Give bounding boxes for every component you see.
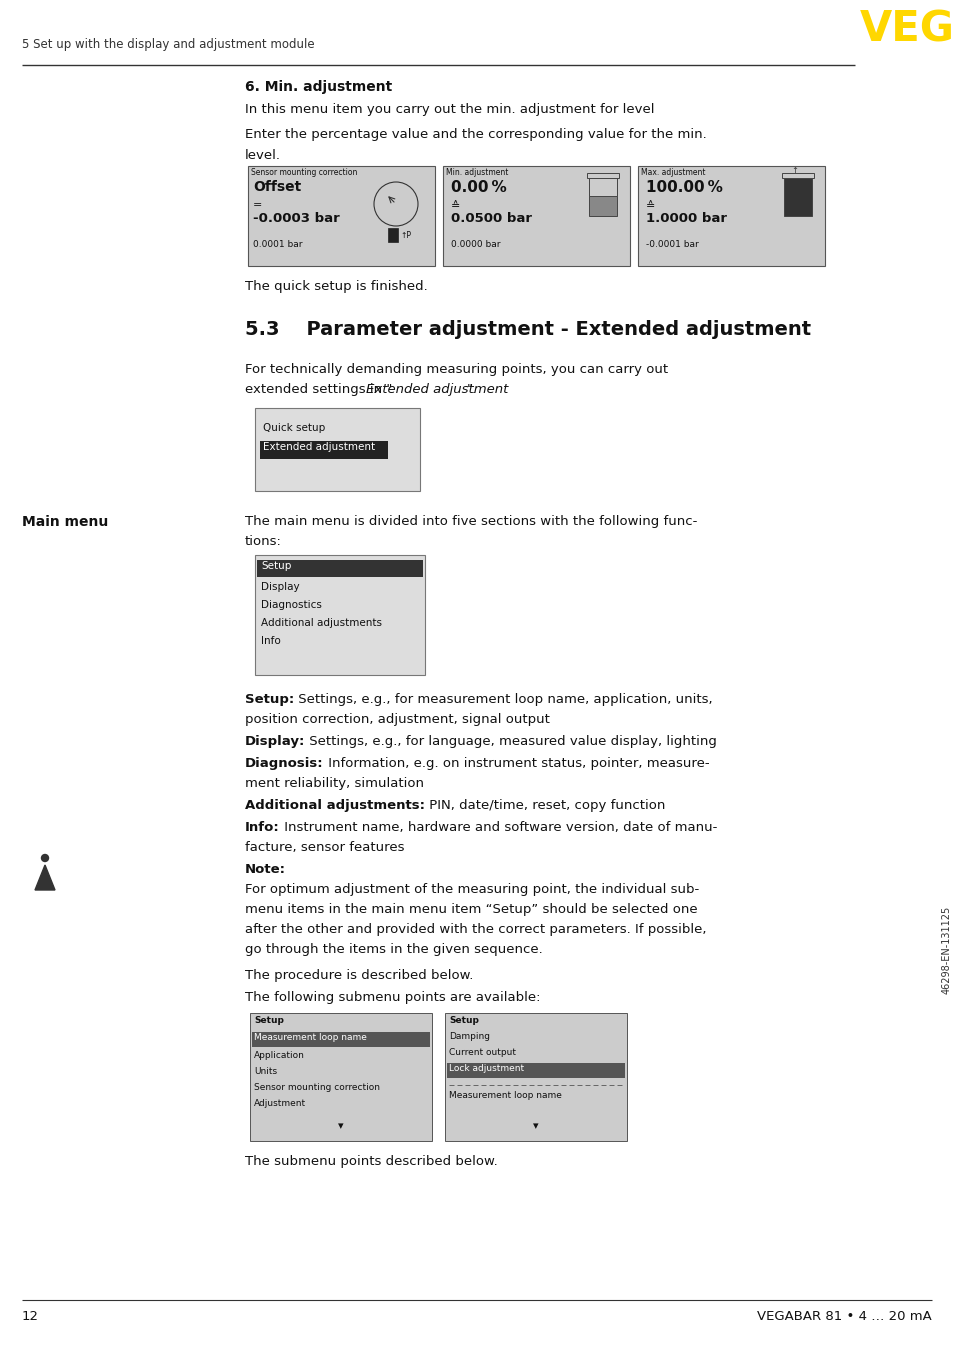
Text: Units: Units [253, 1067, 276, 1076]
Text: The following submenu points are available:: The following submenu points are availab… [245, 991, 540, 1005]
Text: Offset: Offset [253, 180, 301, 194]
Text: ≙: ≙ [645, 200, 655, 211]
Bar [252, 1032, 430, 1047]
Text: Note:: Note: [245, 862, 286, 876]
Text: Max. adjustment: Max. adjustment [640, 168, 705, 177]
Text: Diagnosis:: Diagnosis: [245, 757, 323, 770]
Text: Min. adjustment: Min. adjustment [446, 168, 508, 177]
Text: The submenu points described below.: The submenu points described below. [245, 1155, 497, 1169]
Text: Information, e.g. on instrument status, pointer, measure-: Information, e.g. on instrument status, … [323, 757, 708, 770]
Bar [588, 177, 617, 217]
Text: Additional adjustments:: Additional adjustments: [245, 799, 424, 812]
Text: 5 Set up with the display and adjustment module: 5 Set up with the display and adjustment… [22, 38, 314, 51]
Text: VEGABAR 81 • 4 … 20 mA: VEGABAR 81 • 4 … 20 mA [757, 1311, 931, 1323]
Text: The procedure is described below.: The procedure is described below. [245, 969, 473, 982]
Text: In this menu item you carry out the min. adjustment for level: In this menu item you carry out the min.… [245, 103, 654, 116]
Text: For optimum adjustment of the measuring point, the individual sub-: For optimum adjustment of the measuring … [245, 883, 699, 896]
Bar [260, 441, 388, 459]
Text: Adjustment: Adjustment [253, 1099, 306, 1108]
Text: 46298-EN-131125: 46298-EN-131125 [941, 906, 951, 994]
Bar [250, 1013, 432, 1141]
Text: Setup: Setup [449, 1016, 478, 1025]
Text: Additional adjustments: Additional adjustments [261, 617, 381, 628]
Text: 6. Min. adjustment: 6. Min. adjustment [245, 80, 392, 93]
Text: after the other and provided with the correct parameters. If possible,: after the other and provided with the co… [245, 923, 706, 936]
Text: position correction, adjustment, signal output: position correction, adjustment, signal … [245, 714, 549, 726]
Text: Damping: Damping [449, 1032, 490, 1041]
Text: 0.0000 bar: 0.0000 bar [451, 240, 500, 249]
Bar [783, 177, 811, 217]
Text: -0.0001 bar: -0.0001 bar [645, 240, 698, 249]
Text: Enter the percentage value and the corresponding value for the min.: Enter the percentage value and the corre… [245, 129, 706, 141]
Text: Application: Application [253, 1051, 305, 1060]
Text: Extended adjustment: Extended adjustment [263, 441, 375, 452]
Bar [586, 173, 618, 177]
Bar [447, 1063, 624, 1078]
Text: -0.0003 bar: -0.0003 bar [253, 213, 339, 225]
Circle shape [42, 854, 49, 861]
Text: 100.00 %: 100.00 % [645, 180, 722, 195]
Text: 0.0001 bar: 0.0001 bar [253, 240, 302, 249]
Bar [781, 173, 813, 177]
Text: ↑: ↑ [790, 167, 797, 175]
Text: Quick setup: Quick setup [263, 422, 325, 433]
Text: 1.0000 bar: 1.0000 bar [645, 213, 726, 225]
Text: Info:: Info: [245, 821, 279, 834]
Text: menu items in the main menu item “Setup” should be selected one: menu items in the main menu item “Setup”… [245, 903, 697, 917]
Bar [256, 561, 422, 577]
Text: ≙: ≙ [451, 200, 460, 211]
Text: Settings, e.g., for measurement loop name, application, units,: Settings, e.g., for measurement loop nam… [294, 693, 712, 705]
Text: ment reliability, simulation: ment reliability, simulation [245, 777, 423, 789]
Text: PIN, date/time, reset, copy function: PIN, date/time, reset, copy function [424, 799, 664, 812]
Text: Display:: Display: [245, 735, 305, 747]
Text: Measurement loop name: Measurement loop name [253, 1033, 367, 1043]
Text: For technically demanding measuring points, you can carry out: For technically demanding measuring poin… [245, 363, 667, 376]
Text: Sensor mounting correction: Sensor mounting correction [253, 1083, 379, 1091]
Text: Lock adjustment: Lock adjustment [449, 1064, 523, 1072]
Text: Setup: Setup [253, 1016, 284, 1025]
Text: Diagnostics: Diagnostics [261, 600, 321, 611]
Text: level.: level. [245, 149, 281, 162]
Text: Measurement loop name: Measurement loop name [449, 1091, 561, 1099]
Text: Display: Display [261, 582, 299, 592]
Text: Setup:: Setup: [245, 693, 294, 705]
Text: Main menu: Main menu [22, 515, 108, 529]
Bar [248, 167, 435, 265]
Polygon shape [35, 865, 55, 890]
Bar [254, 408, 419, 492]
Text: ▾: ▾ [337, 1121, 343, 1131]
Text: tions:: tions: [245, 535, 281, 548]
Bar [588, 177, 617, 196]
Text: ▾: ▾ [533, 1121, 538, 1131]
Text: The quick setup is finished.: The quick setup is finished. [245, 280, 427, 292]
Text: 0.00 %: 0.00 % [451, 180, 506, 195]
Text: Info: Info [261, 636, 280, 646]
Text: Setup: Setup [261, 561, 291, 571]
Text: Instrument name, hardware and software version, date of manu-: Instrument name, hardware and software v… [279, 821, 717, 834]
Text: extended settings in ": extended settings in " [245, 383, 392, 395]
Text: ↑P: ↑P [399, 232, 411, 240]
Bar [388, 227, 397, 242]
Text: VEGA: VEGA [859, 8, 953, 50]
Text: Current output: Current output [449, 1048, 516, 1057]
Text: 5.3    Parameter adjustment - Extended adjustment: 5.3 Parameter adjustment - Extended adju… [245, 320, 810, 338]
Text: Sensor mounting correction: Sensor mounting correction [251, 168, 357, 177]
Text: The main menu is divided into five sections with the following func-: The main menu is divided into five secti… [245, 515, 697, 528]
Text: Settings, e.g., for language, measured value display, lighting: Settings, e.g., for language, measured v… [305, 735, 717, 747]
Text: ".: ". [466, 383, 476, 395]
Text: go through the items in the given sequence.: go through the items in the given sequen… [245, 942, 542, 956]
Bar [444, 1013, 626, 1141]
Bar [442, 167, 629, 265]
Text: 12: 12 [22, 1311, 39, 1323]
Text: facture, sensor features: facture, sensor features [245, 841, 404, 854]
Bar [638, 167, 824, 265]
Text: Extended adjustment: Extended adjustment [366, 383, 508, 395]
Text: =: = [253, 200, 262, 210]
Bar [254, 555, 424, 676]
Text: 0.0500 bar: 0.0500 bar [451, 213, 532, 225]
